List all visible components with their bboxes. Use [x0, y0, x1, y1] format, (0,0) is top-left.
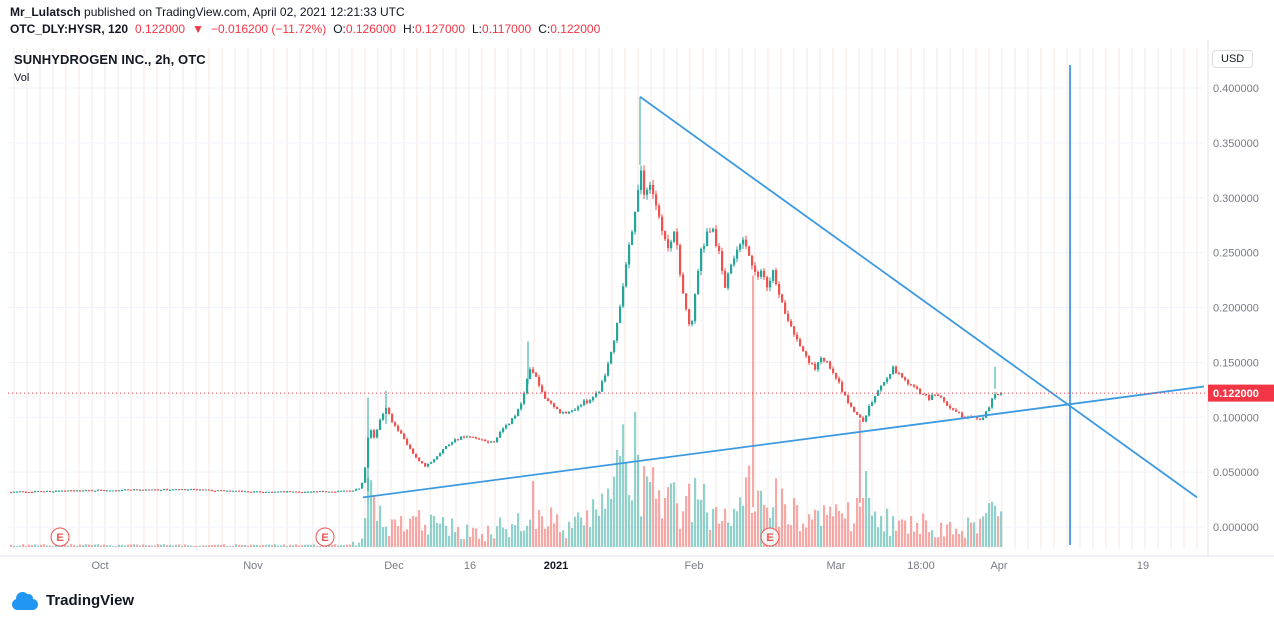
volume-series — [10, 411, 1003, 547]
publish-meta: published on TradingView.com, April 02, … — [80, 5, 405, 19]
chart-legend-overlay: SUNHYDROGEN INC., 2h, OTC Vol — [14, 52, 206, 84]
price-tick-label: 0.150000 — [1213, 357, 1259, 369]
price-tick-label: 0.200000 — [1213, 303, 1259, 315]
grid — [8, 48, 1205, 549]
chart-title[interactable]: SUNHYDROGEN INC., 2h, OTC — [14, 52, 206, 67]
price-tick-label: 0.250000 — [1213, 248, 1259, 260]
close-label: C: — [538, 22, 551, 36]
high-value: 0.127000 — [414, 22, 465, 36]
time-tick-label: Feb — [685, 560, 704, 572]
legend-high: H:0.127000 — [403, 22, 465, 36]
symbol-legend: OTC_DLY:HYSR, 120 0.122000 ▼ −0.016200 (… — [10, 22, 600, 36]
time-tick-label: 19 — [1137, 560, 1149, 572]
high-label: H: — [402, 22, 415, 36]
open-label: O: — [333, 22, 346, 36]
earnings-letter: E — [766, 532, 773, 544]
time-tick-label: Nov — [243, 560, 263, 572]
ascending-trendline[interactable] — [362, 385, 1205, 499]
open-value: 0.126000 — [345, 22, 396, 36]
low-value: 0.117000 — [482, 22, 532, 36]
volume-indicator-label[interactable]: Vol — [14, 72, 30, 84]
tradingview-logo-icon[interactable] — [12, 592, 38, 610]
time-tick-label: Dec — [384, 560, 404, 572]
brand-name[interactable]: TradingView — [46, 592, 135, 609]
earnings-letter: E — [56, 532, 63, 544]
axis-separators — [0, 40, 1274, 557]
legend-open: O:0.126000 — [333, 22, 396, 36]
low-label: L: — [472, 22, 483, 36]
price-tick-label: 0.400000 — [1213, 83, 1259, 95]
time-tick-label: Apr — [990, 560, 1007, 572]
price-spikes — [367, 96, 996, 508]
legend-last-price: 0.122000 — [135, 22, 186, 36]
earnings-icon[interactable] — [50, 527, 70, 547]
price-tick-label: 0.300000 — [1213, 193, 1259, 205]
legend-close: C:0.122000 — [538, 22, 600, 36]
time-tick-label: Mar — [827, 560, 846, 572]
price-tick-label: 0.100000 — [1213, 412, 1259, 424]
earnings-letter: E — [321, 532, 328, 544]
down-arrow-icon: ▼ — [192, 22, 204, 36]
earnings-icon[interactable] — [760, 527, 780, 547]
currency-button[interactable]: USD — [1212, 50, 1254, 68]
footer: TradingView — [12, 591, 134, 610]
last-price-tag: 0.122000 — [1208, 384, 1274, 402]
close-value: 0.122000 — [550, 22, 601, 36]
price-tick-label: 0.000000 — [1213, 522, 1259, 534]
time-tick-label: 18:00 — [907, 560, 935, 572]
publish-byline: Mr_Lulatsch published on TradingView.com… — [10, 5, 600, 19]
time-tick-label: 2021 — [544, 560, 568, 572]
legend-change: −0.016200 (−11.72%) — [211, 22, 327, 36]
price-tick-label: 0.050000 — [1213, 467, 1259, 479]
price-axis[interactable]: 0.400000 0.350000 0.300000 0.250000 0.200000… — [1213, 83, 1259, 534]
descending-trendline[interactable] — [639, 96, 1198, 499]
symbol-title[interactable]: OTC_DLY:HYSR, 120 — [10, 22, 129, 36]
chart-canvas[interactable]: E E E 0.400000 0.350000 0.300000 0.250000 0.200… — [0, 40, 1274, 588]
earnings-icon[interactable] — [315, 527, 335, 547]
candlestick-series — [10, 165, 1003, 494]
trendline-drawings[interactable] — [362, 65, 1205, 545]
time-axis[interactable]: Oct Nov Dec 16 2021 Feb Mar 18:00 Apr 19 — [91, 560, 1149, 572]
legend-low: L:0.117000 — [472, 22, 531, 36]
price-tick-label: 0.350000 — [1213, 138, 1259, 150]
time-tick-label: Oct — [91, 560, 108, 572]
publish-header: Mr_Lulatsch published on TradingView.com… — [10, 5, 600, 36]
last-price-label: 0.122000 — [1213, 388, 1259, 400]
author-name: Mr_Lulatsch — [10, 5, 81, 19]
time-tick-label: 16 — [464, 560, 476, 572]
